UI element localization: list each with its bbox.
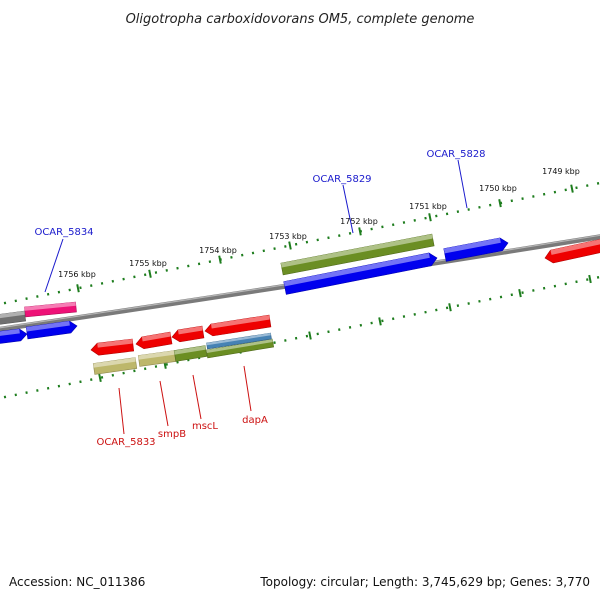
gene-gray-stub-highlight	[0, 311, 25, 319]
gene-label-leaders	[44, 159, 468, 435]
gene-ocar-5829-highlight	[283, 252, 430, 287]
gene-label-ocar-5828: OCAR_5828	[426, 149, 485, 160]
map-title: Oligotropha carboxidovorans OM5, complet…	[126, 12, 475, 27]
leader-line	[457, 159, 468, 209]
kbp-labels: 1749 kbp 1750 kbp 1751 kbp 1752 kbp 1753…	[58, 167, 580, 279]
leader-line	[44, 238, 64, 293]
gene-label-dapa: dapA	[242, 415, 268, 426]
gene-mscl-highlight	[174, 345, 206, 355]
leader-line	[243, 365, 252, 412]
major-tick	[308, 331, 312, 340]
gene-red-right-highlight	[550, 239, 600, 255]
major-tick	[428, 213, 432, 222]
major-tick	[588, 274, 592, 284]
leader-line	[118, 387, 125, 435]
gene-labels: OCAR_5828 OCAR_5829 OCAR_5834 OCAR_5833 …	[34, 149, 485, 448]
kbp-label: 1754 kbp	[199, 246, 237, 255]
kbp-label: 1752 kbp	[340, 217, 378, 226]
gene-red-2-highlight	[141, 332, 171, 342]
gene-features	[0, 233, 600, 375]
leader-line	[342, 184, 354, 234]
gene-red-4-highlight	[211, 315, 270, 329]
gene-dapa-highlight	[206, 339, 273, 354]
kbp-label: 1749 kbp	[542, 167, 580, 176]
gene-label-ocar-5829: OCAR_5829	[312, 174, 371, 185]
major-tick	[218, 255, 222, 264]
kbp-label: 1755 kbp	[129, 259, 167, 268]
major-tick	[570, 184, 574, 193]
gene-red-1-highlight	[97, 339, 133, 348]
gene-olive-large-highlight	[280, 234, 433, 268]
gene-label-mscl: mscL	[192, 421, 218, 432]
inner-tick-ring	[3, 274, 600, 399]
major-tick	[148, 269, 152, 278]
kbp-label: 1751 kbp	[409, 202, 447, 211]
gene-red-3-highlight	[177, 326, 203, 335]
gene-label-ocar-5833: OCAR_5833	[96, 437, 155, 448]
accession-text: Accession: NC_011386	[9, 575, 145, 589]
major-tick	[358, 227, 362, 236]
major-tick	[378, 317, 382, 326]
gene-smpb-highlight	[138, 350, 175, 360]
kbp-label: 1750 kbp	[479, 184, 517, 193]
leader-line	[159, 380, 169, 427]
gene-label-ocar-5834: OCAR_5834	[34, 227, 93, 238]
gene-pink-highlight	[24, 302, 76, 311]
major-tick	[448, 303, 452, 312]
kbp-label: 1756 kbp	[58, 270, 96, 279]
major-tick	[518, 289, 522, 298]
gene-ocar-5828-highlight	[443, 237, 501, 254]
topology-text: Topology: circular; Length: 3,745,629 bp…	[259, 575, 590, 589]
major-tick	[288, 241, 292, 250]
outer-tick-ring	[3, 182, 600, 305]
gene-label-smpb: smpB	[158, 429, 186, 440]
kbp-label: 1753 kbp	[269, 232, 307, 241]
major-tick	[98, 373, 102, 382]
major-tick	[76, 284, 80, 293]
gene-blue-left-a-highlight	[0, 328, 20, 336]
leader-line	[192, 374, 202, 420]
gene-blue-left-b-highlight	[26, 321, 70, 332]
gene-steelblue-highlight	[206, 333, 271, 346]
gene-ocar-5833-highlight	[93, 357, 136, 368]
major-tick	[498, 199, 502, 208]
